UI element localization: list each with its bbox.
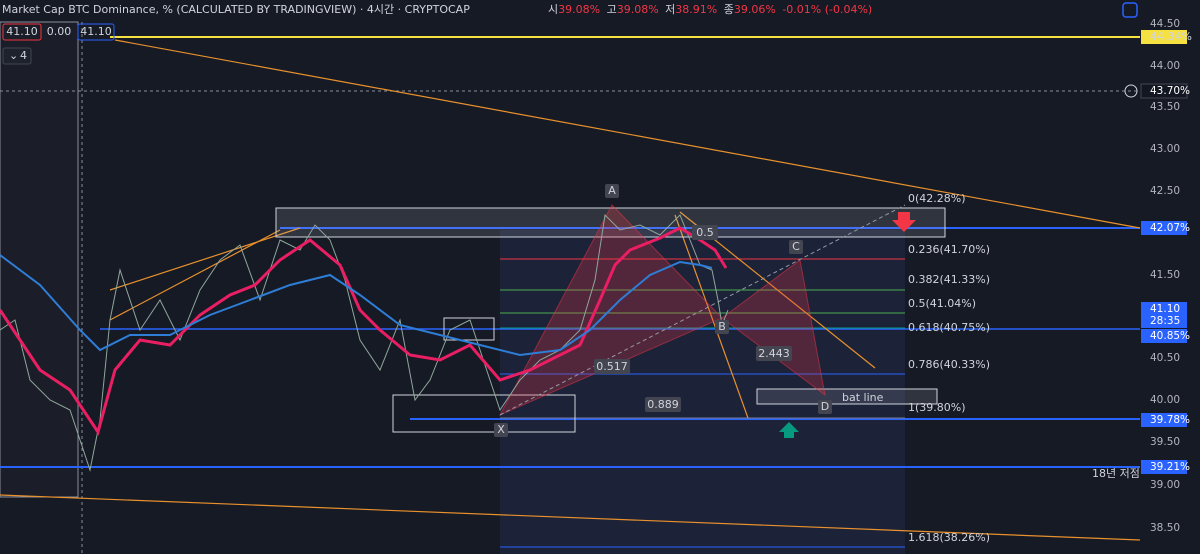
point-label: X <box>497 423 505 436</box>
ohlc-value: 39.08% <box>617 3 659 16</box>
badge-text: 42.07% <box>1150 222 1190 234</box>
indicator-count[interactable]: 4 <box>20 49 27 62</box>
axis-ticks: 44.50 44.00 43.50 43.00 42.50 41.50 40.5… <box>1150 18 1180 534</box>
price-line <box>0 213 729 472</box>
tick-label: 42.50 <box>1150 185 1180 197</box>
ohlc: 시39.08% 고39.08% 저38.91% 종39.06% -0.01% (… <box>548 3 872 16</box>
fib-label: 0.618(40.75%) <box>908 321 990 334</box>
indicator-toggle[interactable] <box>2 47 32 65</box>
sell-button[interactable] <box>2 23 42 41</box>
ratio-label: 0.517 <box>596 360 628 373</box>
annotation: 18년 저점 <box>1092 467 1140 480</box>
badge <box>1141 460 1187 474</box>
ema-fast <box>0 226 728 436</box>
badge-text: 43.70% <box>1150 85 1190 97</box>
badge-text: 41.10 <box>1150 303 1180 315</box>
tick-label: 43.00 <box>1150 143 1180 155</box>
spread: 0.00 <box>47 25 72 38</box>
pattern-ratios: 0.5 0.517 2.443 0.889 <box>594 225 792 412</box>
ohlc-value: 39.06% <box>734 3 776 16</box>
badge <box>1141 413 1187 427</box>
tick-label: 38.50 <box>1150 522 1180 534</box>
badge <box>1140 83 1188 99</box>
tick-label: 39.50 <box>1150 436 1180 448</box>
ratio-label: 0.889 <box>647 398 679 411</box>
ohlc-value: 39.08% <box>558 3 600 16</box>
point-label: D <box>821 400 829 413</box>
range-shade <box>500 230 905 554</box>
ohlc-label: 종 <box>724 3 734 16</box>
chevron[interactable]: ⌄ <box>9 49 18 62</box>
fib-label: 0.5(41.04%) <box>908 297 976 310</box>
ema-slow <box>0 254 713 357</box>
tick-label: 39.00 <box>1150 479 1180 491</box>
ohlc-label: 고 <box>607 3 617 16</box>
box-label: bat line <box>842 391 884 404</box>
title: Market Cap BTC Dominance, % (CALCULATED … <box>2 3 470 16</box>
selection-area <box>0 21 79 498</box>
ratio-label: 2.443 <box>758 347 790 360</box>
badge <box>1141 302 1187 328</box>
ratio-label: 0.5 <box>696 226 714 239</box>
buy-price[interactable]: 41.10 <box>80 25 112 38</box>
countdown: 28:35 <box>1150 315 1180 327</box>
badge <box>1141 221 1187 235</box>
tick-label: 44.50 <box>1150 18 1180 30</box>
tick-label: 44.00 <box>1150 60 1180 72</box>
point-label: B <box>718 320 726 333</box>
fib-label: 0.786(40.33%) <box>908 358 990 371</box>
pattern-points: X A B C D <box>494 184 832 437</box>
buy-button[interactable] <box>77 23 115 41</box>
tick-label: 40.00 <box>1150 394 1180 406</box>
point-label: C <box>792 240 800 253</box>
fib-label: 1(39.80%) <box>908 401 966 414</box>
tick-label: 43.50 <box>1150 101 1180 113</box>
tick-label: 40.50 <box>1150 352 1180 364</box>
tick-label: 41.50 <box>1150 269 1180 281</box>
badge-text: 39.21% <box>1150 461 1190 473</box>
badge <box>1141 329 1187 343</box>
badge-text: 39.78% <box>1150 414 1190 426</box>
up-arrow <box>779 422 799 438</box>
fib-label: 0(42.28%) <box>908 192 966 205</box>
pattern-diagonal <box>499 204 906 416</box>
ohlc-change: -0.01% (-0.04%) <box>782 3 872 16</box>
ohlc-label: 저 <box>665 3 675 16</box>
fib-label: 1.618(38.26%) <box>908 531 990 544</box>
fib-label: 0.236(41.70%) <box>908 243 990 256</box>
add-alert[interactable] <box>1124 84 1138 98</box>
sell-price[interactable]: 41.10 <box>6 25 38 38</box>
ohlc-label: 시 <box>548 3 558 16</box>
settings-button[interactable] <box>1122 2 1138 18</box>
fib-label: 0.382(41.33%) <box>908 273 990 286</box>
point-label: A <box>608 184 616 197</box>
badge <box>1141 30 1187 44</box>
badge-text: 44.34% <box>1150 30 1192 43</box>
badge-text: 40.85% <box>1150 330 1190 342</box>
ohlc-value: 38.91% <box>675 3 717 16</box>
down-arrow <box>892 212 916 232</box>
